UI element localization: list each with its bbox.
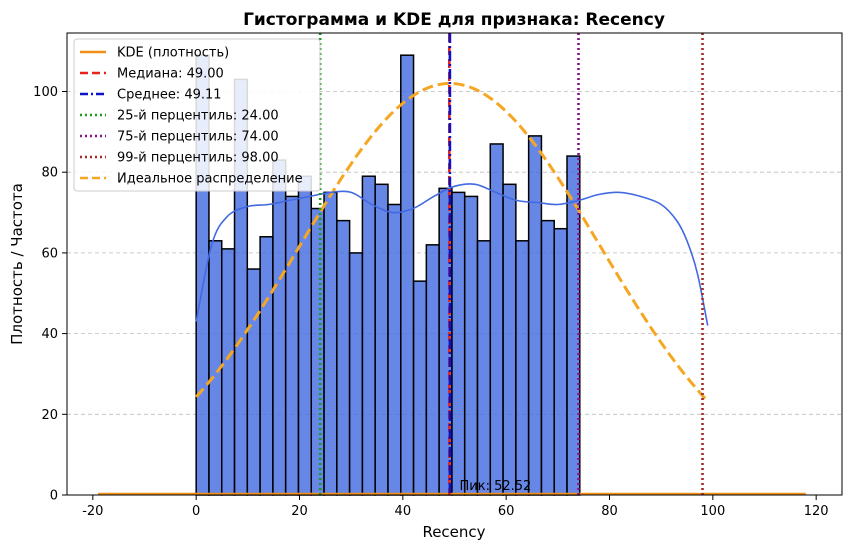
- legend-box: [73, 38, 321, 192]
- histogram-bar: [476, 240, 492, 496]
- histogram-bar: [540, 219, 555, 496]
- x-tick-label: 80: [601, 504, 618, 519]
- x-tick-label: 100: [700, 504, 725, 519]
- x-tick-label: -20: [82, 504, 103, 519]
- histogram-bar: [515, 240, 530, 496]
- histogram-bar: [336, 219, 351, 496]
- x-tick-label: 120: [804, 504, 829, 519]
- histogram-bar: [502, 183, 517, 496]
- x-tick-label: 40: [395, 504, 412, 519]
- legend-entry-label: 75-й перцентиль: 74.00: [117, 130, 279, 145]
- kde-curve: [195, 183, 709, 326]
- histogram-bar: [310, 207, 325, 496]
- x-axis-label: Recency: [422, 523, 485, 541]
- histogram-bar: [527, 135, 543, 496]
- histogram-bar: [425, 244, 440, 496]
- histogram-bar: [297, 175, 313, 496]
- histogram-bar: [451, 191, 466, 496]
- x-tick-label: 0: [192, 504, 200, 519]
- y-tick-label: 80: [41, 166, 58, 181]
- histogram-bar: [553, 227, 568, 496]
- histogram-bar: [361, 175, 376, 496]
- legend-entry-label: Медиана: 49.00: [117, 67, 224, 82]
- ideal-distribution: [195, 81, 707, 400]
- y-tick-label: 20: [41, 408, 58, 423]
- histogram-bar: [463, 195, 479, 496]
- legend-entry-label: 99-й перцентиль: 98.00: [117, 151, 279, 166]
- peak-annotation: Пик: 52.52: [460, 479, 532, 494]
- chart-title: Гистограмма и KDE для признака: Recency: [243, 10, 665, 30]
- legend-entry-label: Идеальное распределение: [117, 172, 303, 187]
- histogram-bar: [284, 195, 300, 496]
- y-tick-label: 60: [41, 246, 58, 261]
- x-tick-label: 60: [498, 504, 515, 519]
- histogram-bar: [272, 159, 287, 496]
- histogram-bar: [489, 143, 504, 496]
- histogram-bar: [323, 191, 338, 496]
- legend-entry-label: Среднее: 49.11: [117, 88, 222, 103]
- legend: KDE (плотность) Медиана: 49.00 Среднее: 49…: [73, 38, 321, 192]
- y-tick-label: 0: [50, 489, 58, 504]
- histogram-bar: [220, 248, 236, 496]
- histogram-bar: [412, 280, 428, 496]
- histogram-bar: [246, 268, 261, 496]
- histogram-bar: [348, 252, 364, 496]
- legend-entry-label: KDE (плотность): [117, 46, 229, 61]
- ideal-distribution-curve: [195, 81, 707, 400]
- reference-lines: [318, 33, 704, 495]
- plot-frame: [66, 32, 843, 496]
- y-tick-label: 40: [41, 327, 58, 342]
- y-tick-label: 100: [33, 85, 58, 100]
- annotations: Пик: 52.52: [460, 479, 532, 494]
- x-axis: -20 0 20 40 60 80 100 120: [82, 495, 829, 519]
- kde-line: [195, 183, 709, 326]
- x-tick-label: 20: [291, 504, 308, 519]
- legend-entry-label: 25-й перцентиль: 24.00: [117, 109, 279, 124]
- histogram-bar: [387, 203, 402, 496]
- y-axis-label: Плотность / Частота: [8, 183, 26, 345]
- histogram-bar: [259, 236, 274, 496]
- y-axis: 0 20 40 60 80 100: [33, 85, 67, 504]
- histogram-bar: [400, 54, 415, 496]
- histogram-bar: [374, 183, 389, 496]
